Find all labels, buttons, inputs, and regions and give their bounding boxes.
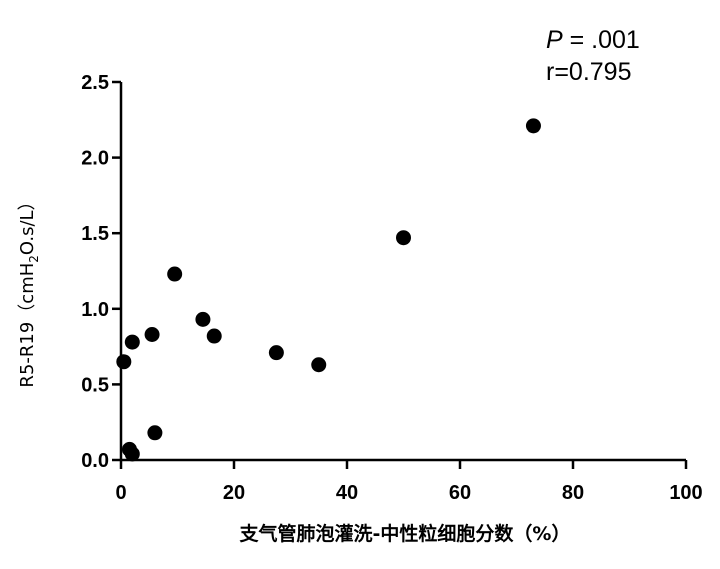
x-tick-label: 40 [336, 482, 358, 504]
data-point [268, 345, 284, 361]
data-point [206, 328, 222, 344]
data-point [147, 425, 163, 441]
data-point [195, 311, 211, 327]
x-tick-label: 0 [115, 482, 126, 504]
p-value: = .001 [563, 26, 640, 54]
y-tick-label: 0.5 [81, 374, 109, 396]
x-ticks: 0 20 40 60 80 100 [115, 460, 703, 504]
data-point [396, 230, 411, 246]
data-points [116, 118, 541, 462]
x-tick-label: 100 [669, 482, 702, 504]
axes [119, 82, 686, 462]
y-ticks: 0.0 0.5 1.0 1.5 2.0 2.5 [81, 72, 121, 472]
y-tick-label: 1.5 [81, 223, 109, 245]
y-axis-title-subscript: 2 [27, 255, 41, 263]
y-axis-title: R5-R19（cmH2O.s/L） [17, 192, 41, 387]
p-label: P [546, 26, 563, 54]
x-axis-title: 支气管肺泡灌洗-中性粒细胞分数（%） [239, 522, 571, 545]
p-value-annotation: P = .001 [546, 26, 640, 54]
y-tick-label: 1.0 [81, 299, 109, 321]
data-point [311, 357, 327, 373]
data-point [144, 327, 160, 343]
data-point [525, 118, 541, 134]
y-tick-label: 0.0 [81, 450, 109, 472]
y-axis-title-prefix: R5-R19（cmH [17, 263, 38, 388]
r-value-annotation: r=0.795 [546, 58, 632, 86]
data-point [124, 334, 140, 350]
x-tick-label: 80 [562, 482, 584, 504]
x-tick-label: 60 [449, 482, 471, 504]
data-point [167, 266, 183, 282]
x-tick-label: 20 [223, 482, 245, 504]
y-tick-label: 2.0 [81, 148, 109, 170]
y-axis-title-suffix: O.s/L） [17, 192, 38, 255]
data-point [124, 446, 140, 462]
y-tick-label: 2.5 [81, 72, 109, 94]
data-point [116, 354, 132, 370]
